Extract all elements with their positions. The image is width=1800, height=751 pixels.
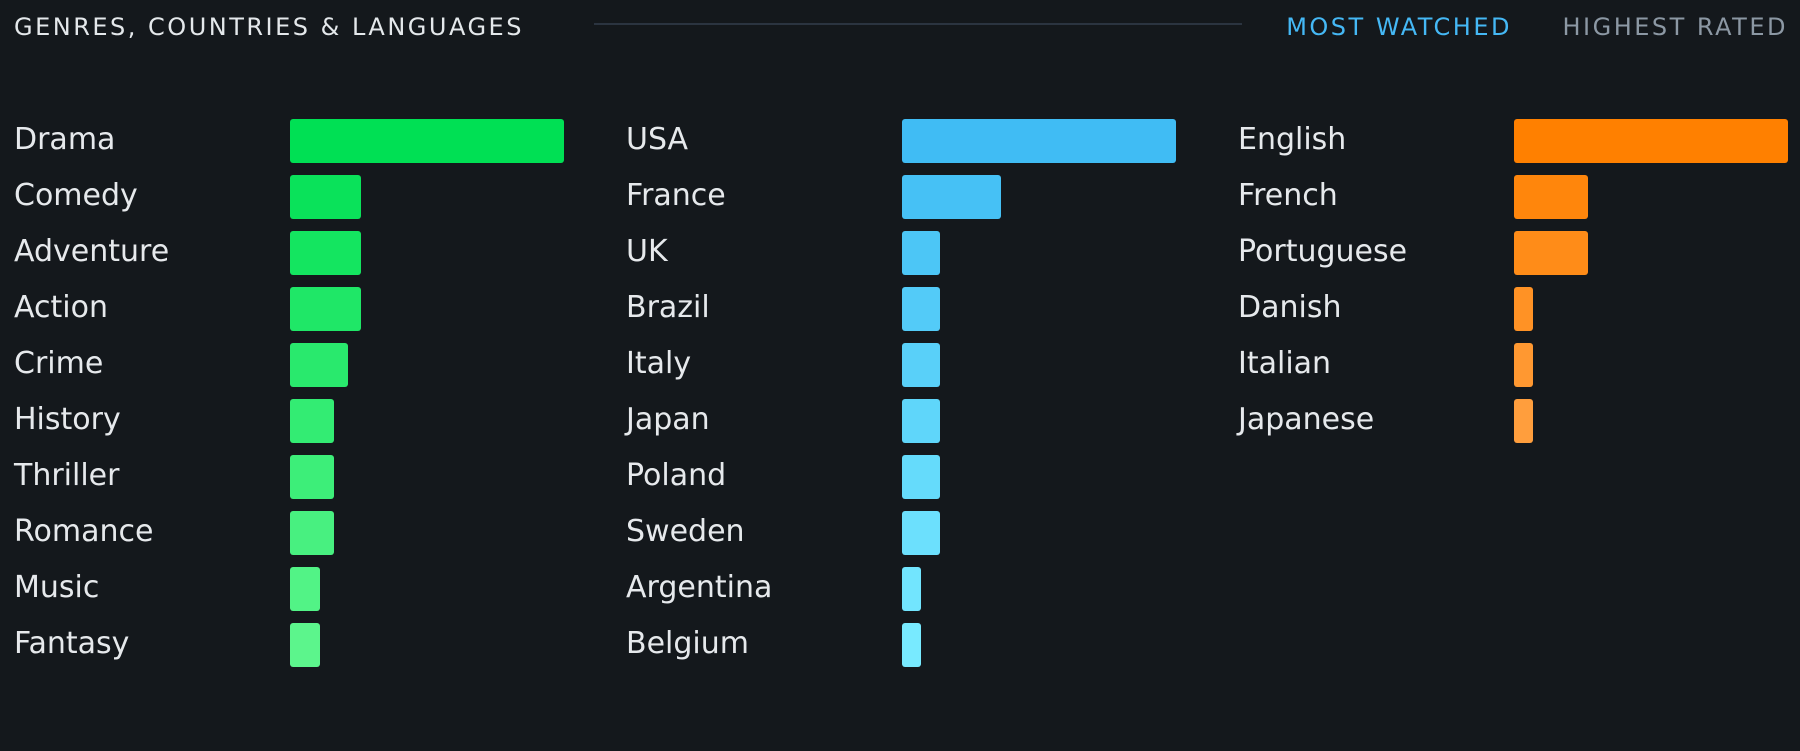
languages-bar (1514, 175, 1588, 219)
languages-bar (1514, 343, 1533, 387)
countries-bar (902, 119, 1176, 163)
tab-highest-rated[interactable]: HIGHEST RATED (1562, 13, 1788, 41)
languages-row-danish[interactable]: Danish (1238, 285, 1800, 333)
countries-label: USA (626, 122, 689, 157)
genres-row-history[interactable]: History (14, 397, 588, 445)
languages-row-english[interactable]: English (1238, 117, 1800, 165)
countries-row-poland[interactable]: Poland (626, 453, 1200, 501)
countries-label: Belgium (626, 626, 749, 661)
genres-label: Comedy (14, 178, 138, 213)
genres-label: Thriller (14, 458, 120, 493)
genres-bar (290, 175, 361, 219)
languages-row-portuguese[interactable]: Portuguese (1238, 229, 1800, 277)
countries-row-brazil[interactable]: Brazil (626, 285, 1200, 333)
countries-label: Japan (626, 402, 710, 437)
genres-row-romance[interactable]: Romance (14, 509, 588, 557)
genres-bar (290, 119, 564, 163)
countries-row-france[interactable]: France (626, 173, 1200, 221)
languages-bar (1514, 399, 1533, 443)
languages-bar (1514, 231, 1588, 275)
genres-bar (290, 399, 334, 443)
countries-bar (902, 567, 921, 611)
tab-most-watched[interactable]: MOST WATCHED (1286, 13, 1512, 41)
countries-row-japan[interactable]: Japan (626, 397, 1200, 445)
languages-label: Japanese (1238, 402, 1375, 437)
countries-row-sweden[interactable]: Sweden (626, 509, 1200, 557)
countries-bar (902, 287, 940, 331)
languages-label: English (1238, 122, 1347, 157)
countries-label: Argentina (626, 570, 773, 605)
genres-row-music[interactable]: Music (14, 565, 588, 613)
genres-label: Fantasy (14, 626, 130, 661)
genres-label: History (14, 402, 121, 437)
genres-bar (290, 511, 334, 555)
countries-label: Sweden (626, 514, 745, 549)
countries-row-argentina[interactable]: Argentina (626, 565, 1200, 613)
countries-bar (902, 623, 921, 667)
countries-bar (902, 399, 940, 443)
languages-bar (1514, 119, 1788, 163)
countries-label: Poland (626, 458, 727, 493)
genres-label: Romance (14, 514, 154, 549)
countries-row-italy[interactable]: Italy (626, 341, 1200, 389)
genres-row-fantasy[interactable]: Fantasy (14, 621, 588, 669)
languages-row-japanese[interactable]: Japanese (1238, 397, 1800, 445)
countries-bar (902, 231, 940, 275)
languages-label: Portuguese (1238, 234, 1408, 269)
countries-label: France (626, 178, 726, 213)
languages-bar (1514, 287, 1533, 331)
genres-row-thriller[interactable]: Thriller (14, 453, 588, 501)
genres-bar (290, 231, 361, 275)
languages-label: French (1238, 178, 1338, 213)
section-title: GENRES, COUNTRIES & LANGUAGES (14, 13, 524, 41)
genres-row-comedy[interactable]: Comedy (14, 173, 588, 221)
countries-bar (902, 511, 940, 555)
genres-bar (290, 567, 320, 611)
countries-label: Italy (626, 346, 692, 381)
genres-row-drama[interactable]: Drama (14, 117, 588, 165)
genres-bar (290, 287, 361, 331)
genres-row-action[interactable]: Action (14, 285, 588, 333)
genres-row-adventure[interactable]: Adventure (14, 229, 588, 277)
countries-bar (902, 343, 940, 387)
genres-label: Crime (14, 346, 104, 381)
genres-label: Drama (14, 122, 116, 157)
section-header: GENRES, COUNTRIES & LANGUAGES MOST WATCH… (0, 0, 1800, 56)
countries-row-usa[interactable]: USA (626, 117, 1200, 165)
genres-row-crime[interactable]: Crime (14, 341, 588, 389)
genres-bar (290, 455, 334, 499)
countries-bar (902, 455, 940, 499)
languages-row-french[interactable]: French (1238, 173, 1800, 221)
genres-label: Music (14, 570, 100, 605)
countries-column: USA France UK Brazil Italy Japan Poland Sweden A… (626, 117, 1238, 687)
languages-label: Italian (1238, 346, 1332, 381)
languages-column: English French Portuguese Danish Italian Japa… (1238, 117, 1800, 687)
countries-bar (902, 175, 1001, 219)
header-divider (594, 23, 1242, 25)
genres-bar (290, 623, 320, 667)
countries-row-belgium[interactable]: Belgium (626, 621, 1200, 669)
countries-label: Brazil (626, 290, 710, 325)
languages-row-italian[interactable]: Italian (1238, 341, 1800, 389)
genres-label: Action (14, 290, 108, 325)
genres-label: Adventure (14, 234, 170, 269)
countries-label: UK (626, 234, 668, 269)
languages-label: Danish (1238, 290, 1342, 325)
genres-bar (290, 343, 348, 387)
genres-column: Drama Comedy Adventure Action Crime History Th… (14, 117, 626, 687)
countries-row-uk[interactable]: UK (626, 229, 1200, 277)
